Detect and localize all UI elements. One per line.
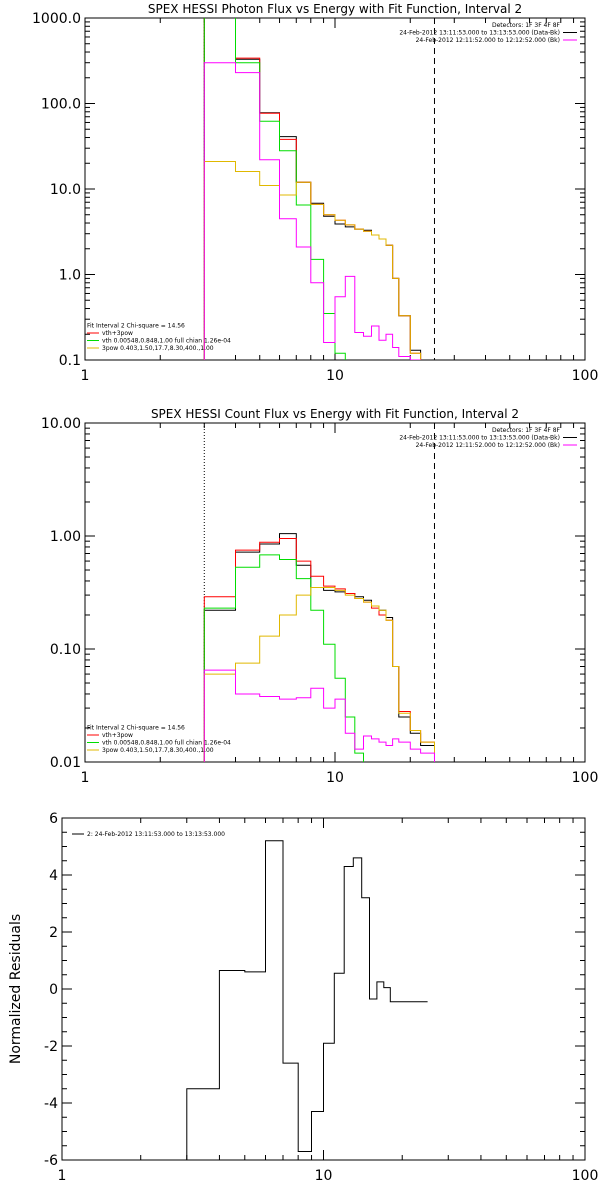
- plot-frame: [84, 422, 586, 763]
- legend-top-left-text: 2: 24-Feb-2012 13:11:53.000 to 13:13:53.…: [87, 831, 225, 838]
- y-tick-label: 10.0: [50, 182, 81, 198]
- y-tick-label: 2: [49, 925, 58, 941]
- y-tick-label: 1.00: [50, 529, 81, 545]
- y-tick-label: -6: [44, 1153, 58, 1169]
- series-line-0: [203, 533, 435, 762]
- y-tick-label: 0.10: [50, 642, 81, 658]
- legend-bottom-text: Fit Interval 2 Chi-square = 14.56: [87, 323, 185, 330]
- y-tick-label: 1000.0: [32, 11, 81, 27]
- legend-bottom-text: vth+3pow: [102, 330, 133, 337]
- x-tick-label: 10: [326, 770, 344, 786]
- series-line-4: [203, 62, 435, 360]
- legend-bottom-text: 3pow 0.403,1.50,17.7,8.30,400.,1.00: [102, 747, 214, 754]
- legend-bottom-text: Fit Interval 2 Chi-square = 14.56: [87, 725, 185, 732]
- y-tick-label: 0: [49, 982, 58, 998]
- x-tick-label: 100: [572, 770, 599, 786]
- x-tick-label: 10: [326, 368, 344, 384]
- series-group: [186, 840, 428, 1160]
- legend-bottom-text: 3pow 0.403,1.50,17.7,8.30,400.,1.00: [102, 345, 214, 352]
- y-tick-label: 0.01: [50, 755, 81, 771]
- legend-top-text: 24-Feb-2012 12:11:52.000 to 12:12:52.000…: [416, 442, 560, 449]
- y-tick-label: 6: [49, 811, 58, 827]
- legend-top-text: Detectors: 1F 3F 4F 8F: [492, 22, 561, 29]
- residuals-panel: Normalized Residuals 1 10 100 -6 -4 -2 0 2 4 6 2: 2…: [8, 811, 598, 1184]
- y-tick-label: 0.1: [59, 353, 81, 369]
- series-group: [203, 533, 435, 762]
- series-line-0: [186, 840, 428, 1160]
- photon-flux-panel: SPEX HESSI Photon Flux vs Energy with Fi…: [32, 2, 599, 384]
- x-tick-label: 100: [572, 1168, 599, 1184]
- legend-bottom-text: vth 0.00548,0.848,1.00 full chian 1.26e-…: [102, 338, 231, 345]
- x-tick-label: 1: [81, 770, 90, 786]
- series-line-2: [203, 554, 435, 762]
- series-line-3: [203, 161, 435, 360]
- legend-top-text: 24-Feb-2012 13:11:53.000 to 13:13:53.000…: [399, 435, 560, 442]
- x-tick-label: 1: [81, 368, 90, 384]
- chart-title: SPEX HESSI Photon Flux vs Energy with Fi…: [148, 2, 522, 16]
- x-tick-label: 100: [572, 368, 599, 384]
- legend-top-text: 24-Feb-2012 13:11:53.000 to 13:13:53.000…: [399, 30, 560, 37]
- series-line-0: [203, 18, 435, 360]
- series-line-3: [203, 587, 435, 762]
- legend-top-text: Detectors: 1F 3F 4F 8F: [492, 427, 561, 434]
- y-tick-label: 100.0: [41, 97, 81, 113]
- x-tick-label: 1: [58, 1168, 67, 1184]
- y-tick-label: -2: [44, 1039, 58, 1055]
- y-tick-label: 4: [49, 868, 58, 884]
- y-tick-label: 1.0: [59, 268, 81, 284]
- series-line-1: [203, 18, 435, 360]
- chart-title: SPEX HESSI Count Flux vs Energy with Fit…: [151, 407, 519, 421]
- count-flux-panel: SPEX HESSI Count Flux vs Energy with Fit…: [41, 407, 598, 786]
- x-tick-label: 10: [315, 1168, 333, 1184]
- legend-bottom-text: vth+3pow: [102, 732, 133, 739]
- y-axis-label: Normalized Residuals: [8, 914, 24, 1064]
- series-line-1: [203, 538, 435, 762]
- series-line-4: [203, 669, 435, 762]
- y-tick-label: -4: [44, 1096, 58, 1112]
- series-group: [203, 18, 435, 360]
- y-tick-label: 10.00: [41, 416, 81, 432]
- legend-top-text: 24-Feb-2012 12:11:52.000 to 12:12:52.000…: [416, 37, 560, 44]
- legend-bottom-text: vth 0.00548,0.848,1.00 full chian 1.26e-…: [102, 740, 231, 747]
